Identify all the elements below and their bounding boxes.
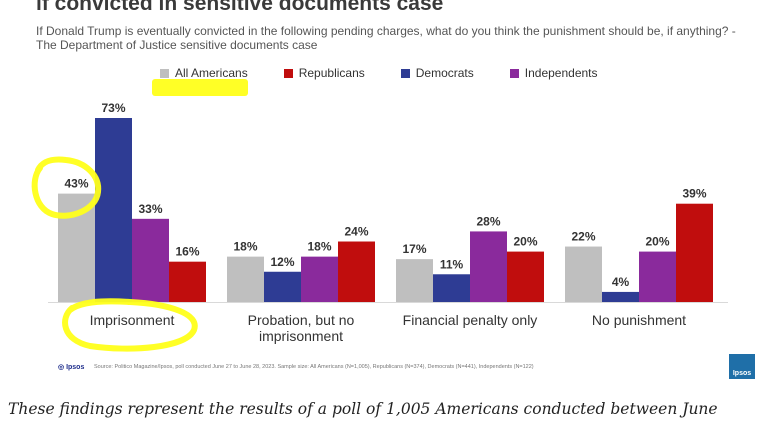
bar-imprisonment-democrats xyxy=(95,118,132,302)
chart-legend: All Americans Republicans Democrats Indepen… xyxy=(160,66,634,80)
bar-probation-but-no-imprisonment-all-americans xyxy=(227,256,264,302)
bar-imprisonment-republicans xyxy=(169,261,206,302)
bar-probation-but-no-imprisonment-republicans xyxy=(338,241,375,302)
data-label-imprisonment-all-americans: 43% xyxy=(64,177,88,191)
category-label-probation-but-no-imprisonment: Probation, but no imprisonment xyxy=(248,312,355,344)
ipsos-small-logo-text: Ipsos xyxy=(66,364,85,371)
highlight-circle-imprisonment-value xyxy=(31,156,102,219)
legend-swatch-independents xyxy=(509,68,519,78)
data-label-no-punishment-democrats: 4% xyxy=(612,275,630,289)
category-label-imprisonment: Imprisonment xyxy=(90,312,175,328)
data-label-probation-but-no-imprisonment-independents: 18% xyxy=(307,240,331,254)
legend-swatch-all-americans xyxy=(160,68,169,78)
data-label-probation-but-no-imprisonment-democrats: 12% xyxy=(270,255,294,269)
legend-swatch-republicans xyxy=(283,68,293,78)
category-label-no-punishment: No punishment xyxy=(592,312,686,328)
data-label-no-punishment-independents: 20% xyxy=(645,235,669,249)
data-label-imprisonment-independents: 33% xyxy=(138,202,162,216)
bar-probation-but-no-imprisonment-democrats xyxy=(264,271,301,302)
data-label-imprisonment-republicans: 16% xyxy=(175,245,199,259)
data-label-probation-but-no-imprisonment-republicans: 24% xyxy=(344,225,368,239)
bar-financial-penalty-only-all-americans xyxy=(396,259,433,302)
bar-chart: 43% 73% 33% 16% Imprisonment 18% 12% 18% 24% Prob… xyxy=(31,101,728,352)
chart-title: if convicted in sensitive documents case xyxy=(36,0,444,15)
bar-financial-penalty-only-independents xyxy=(470,231,507,302)
ipsos-logo-text: Ipsos xyxy=(732,370,752,377)
bar-no-punishment-democrats xyxy=(602,291,639,302)
highlight-circle-imprisonment-label xyxy=(62,298,198,352)
data-label-no-punishment-all-americans: 22% xyxy=(571,230,595,244)
bar-no-punishment-independents xyxy=(639,251,676,302)
legend-swatch-democrats xyxy=(400,68,410,78)
bar-no-punishment-all-americans xyxy=(565,246,602,302)
legend-item-democrats: Democrats xyxy=(400,66,474,80)
caption-text: These findings represent the results of … xyxy=(8,400,718,418)
category-label-financial-penalty-only: Financial penalty only xyxy=(403,312,538,328)
data-label-financial-penalty-only-independents: 28% xyxy=(476,214,500,228)
bar-probation-but-no-imprisonment-independents xyxy=(301,256,338,302)
legend-label-all-americans: All Americans xyxy=(175,66,248,80)
legend-item-all-americans: All Americans xyxy=(160,66,248,80)
data-label-financial-penalty-only-republicans: 20% xyxy=(513,235,537,249)
ipsos-logo: Ipsos xyxy=(729,354,755,379)
data-label-imprisonment-democrats: 73% xyxy=(101,101,125,115)
bar-imprisonment-independents xyxy=(132,218,169,302)
bar-financial-penalty-only-democrats xyxy=(433,274,470,302)
legend-label-democrats: Democrats xyxy=(415,66,474,80)
legend-label-independents: Independents xyxy=(524,66,598,80)
source-note: Source: Politico Magazine/Ipsos, poll co… xyxy=(94,364,534,370)
data-label-financial-penalty-only-all-americans: 17% xyxy=(402,242,426,256)
data-label-probation-but-no-imprisonment-all-americans: 18% xyxy=(233,240,257,254)
data-label-financial-penalty-only-democrats: 11% xyxy=(440,257,464,271)
legend-label-republicans: Republicans xyxy=(298,66,365,80)
highlight-annotation-legend xyxy=(152,79,248,96)
ipsos-small-logo: ◎ Ipsos xyxy=(58,364,85,371)
legend-item-republicans: Republicans xyxy=(283,66,365,80)
bar-financial-penalty-only-republicans xyxy=(507,251,544,302)
chart-subtitle: If Donald Trump is eventually convicted … xyxy=(36,24,736,52)
data-label-no-punishment-republicans: 39% xyxy=(682,187,706,201)
bar-no-punishment-republicans xyxy=(676,203,713,302)
legend-item-independents: Independents xyxy=(509,66,598,80)
